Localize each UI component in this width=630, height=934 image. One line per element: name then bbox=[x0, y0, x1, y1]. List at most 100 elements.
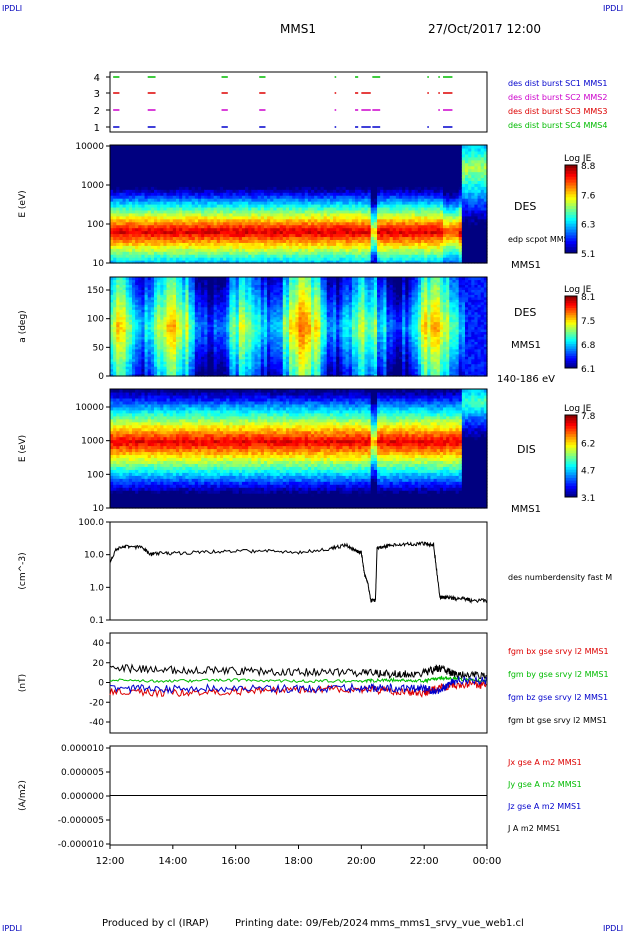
des-energy-spectrogram-cell bbox=[370, 239, 375, 243]
des-energy-spectrogram-cell bbox=[175, 195, 180, 199]
des-energy-spectrogram-cell bbox=[345, 212, 350, 217]
des-energy-spectrogram-cell bbox=[210, 257, 215, 261]
des-energy-spectrogram-cell bbox=[373, 201, 378, 205]
des-energy-spectrogram-cell bbox=[402, 156, 406, 161]
des-energy-spectrogram-cell bbox=[169, 145, 174, 149]
des-energy-spectrogram-cell bbox=[436, 257, 441, 261]
des-energy-spectrogram-cell bbox=[207, 251, 212, 255]
des-energy-spectrogram-cell bbox=[414, 147, 419, 152]
des-energy-spectrogram-cell bbox=[304, 224, 309, 229]
des-energy-spectrogram-cell bbox=[477, 260, 482, 264]
des-energy-spectrogram-cell bbox=[314, 156, 318, 161]
des-energy-spectrogram-cell bbox=[317, 227, 322, 232]
des-energy-spectrogram-cell bbox=[113, 153, 117, 158]
des-energy-spectrogram-cell bbox=[292, 189, 296, 193]
des-energy-spectrogram-cell bbox=[141, 230, 146, 235]
des-energy-spectrogram-cell bbox=[411, 147, 416, 152]
des-energy-spectrogram-cell bbox=[147, 248, 152, 252]
des-energy-spectrogram-cell bbox=[276, 221, 281, 226]
des-energy-spectrogram-cell bbox=[468, 174, 472, 179]
des-energy-spectrogram-cell bbox=[364, 233, 369, 238]
des-energy-spectrogram-cell bbox=[263, 153, 268, 158]
des-energy-spectrogram-cell bbox=[175, 257, 180, 261]
des-energy-spectrogram-cell bbox=[458, 227, 463, 232]
des-energy-spectrogram-cell bbox=[160, 165, 165, 170]
des-energy-spectrogram-cell bbox=[276, 153, 281, 158]
des-energy-spectrogram-cell bbox=[424, 212, 428, 217]
des-energy-spectrogram-cell bbox=[301, 201, 306, 205]
des-energy-spectrogram-cell bbox=[213, 209, 218, 214]
des-energy-spectrogram-cell bbox=[342, 206, 347, 211]
des-energy-spectrogram-cell bbox=[223, 183, 227, 187]
des-energy-spectrogram-cell bbox=[342, 236, 347, 240]
des-energy-spectrogram-cell bbox=[241, 189, 246, 193]
des-energy-spectrogram-cell bbox=[216, 195, 221, 199]
des-energy-spectrogram-cell bbox=[226, 165, 230, 170]
des-energy-spectrogram-cell bbox=[345, 198, 350, 202]
des-energy-spectrogram-cell bbox=[251, 168, 256, 173]
des-energy-spectrogram-cell bbox=[471, 171, 476, 176]
des-energy-spectrogram-cell bbox=[405, 204, 410, 208]
des-energy-spectrogram-cell bbox=[392, 198, 397, 202]
des-energy-spectrogram-cell bbox=[119, 204, 124, 208]
des-energy-spectrogram-cell bbox=[326, 206, 331, 211]
des-pitch-spectrogram-cell bbox=[113, 309, 117, 313]
des-energy-spectrogram-cell bbox=[141, 198, 146, 202]
des-energy-spectrogram-cell bbox=[314, 206, 318, 211]
des-energy-spectrogram-cell bbox=[257, 239, 262, 243]
des-energy-spectrogram-cell bbox=[452, 204, 457, 208]
des-energy-spectrogram-cell bbox=[373, 218, 378, 223]
des-energy-spectrogram-cell bbox=[449, 153, 454, 158]
des-energy-spectrogram-cell bbox=[229, 245, 234, 249]
des-energy-spectrogram-cell bbox=[169, 171, 174, 176]
des-energy-spectrogram-cell bbox=[248, 150, 252, 155]
des-energy-spectrogram-cell bbox=[166, 186, 171, 190]
des-energy-spectrogram-cell bbox=[201, 218, 205, 223]
des-energy-spectrogram-cell bbox=[452, 227, 457, 232]
des-energy-spectrogram-cell bbox=[144, 233, 149, 238]
des-energy-spectrogram-cell bbox=[257, 227, 262, 232]
des-energy-spectrogram-cell bbox=[411, 245, 416, 249]
des-energy-spectrogram-cell bbox=[433, 251, 438, 255]
des-energy-spectrogram-cell bbox=[229, 227, 234, 232]
des-energy-spectrogram-cell bbox=[364, 145, 369, 149]
des-energy-spectrogram-cell bbox=[138, 165, 143, 170]
des-energy-spectrogram-cell bbox=[122, 206, 127, 211]
des-energy-spectrogram-cell bbox=[414, 251, 419, 255]
des-energy-spectrogram-cell bbox=[194, 198, 199, 202]
des-energy-spectrogram-cell bbox=[436, 224, 441, 229]
des-energy-spectrogram-cell bbox=[125, 189, 130, 193]
des-energy-spectrogram-cell bbox=[204, 221, 208, 226]
des-energy-spectrogram-cell bbox=[301, 257, 306, 261]
des-energy-spectrogram-cell bbox=[135, 201, 139, 205]
des-energy-spectrogram-cell bbox=[175, 227, 180, 232]
des-energy-spectrogram-cell bbox=[201, 180, 205, 184]
des-energy-spectrogram-cell bbox=[468, 233, 472, 238]
des-energy-spectrogram-cell bbox=[191, 153, 196, 158]
des-energy-spectrogram-cell bbox=[367, 230, 372, 235]
des-energy-spectrogram-cell bbox=[395, 183, 400, 187]
des-energy-spectrogram-cell bbox=[289, 204, 293, 208]
des-energy-spectrogram-cell bbox=[241, 168, 246, 173]
des-energy-spectrogram-cell bbox=[480, 245, 485, 249]
des-energy-spectrogram-cell bbox=[358, 177, 362, 181]
des-energy-spectrogram-cell bbox=[201, 239, 205, 243]
des-energy-spectrogram-cell bbox=[292, 204, 296, 208]
des-energy-spectrogram-cell bbox=[373, 174, 378, 179]
des-energy-spectrogram-cell bbox=[235, 218, 240, 223]
des-energy-spectrogram-cell bbox=[232, 254, 237, 258]
des-energy-spectrogram-cell bbox=[339, 145, 344, 149]
des-pitch-spectrogram-cell bbox=[113, 321, 117, 325]
des-energy-spectrogram-cell bbox=[339, 168, 344, 173]
des-energy-spectrogram-cell bbox=[276, 168, 281, 173]
des-energy-spectrogram-cell bbox=[279, 204, 284, 208]
des-energy-spectrogram-cell bbox=[128, 215, 133, 220]
des-energy-spectrogram-cell bbox=[468, 248, 472, 252]
des-energy-spectrogram-cell bbox=[245, 165, 249, 170]
des-energy-spectrogram-cell bbox=[458, 204, 463, 208]
des-energy-spectrogram-cell bbox=[223, 248, 227, 252]
des-energy-spectrogram-cell bbox=[245, 177, 249, 181]
des-energy-spectrogram-cell bbox=[465, 245, 469, 249]
des-energy-spectrogram-cell bbox=[455, 260, 460, 264]
des-energy-spectrogram-cell bbox=[480, 257, 485, 261]
